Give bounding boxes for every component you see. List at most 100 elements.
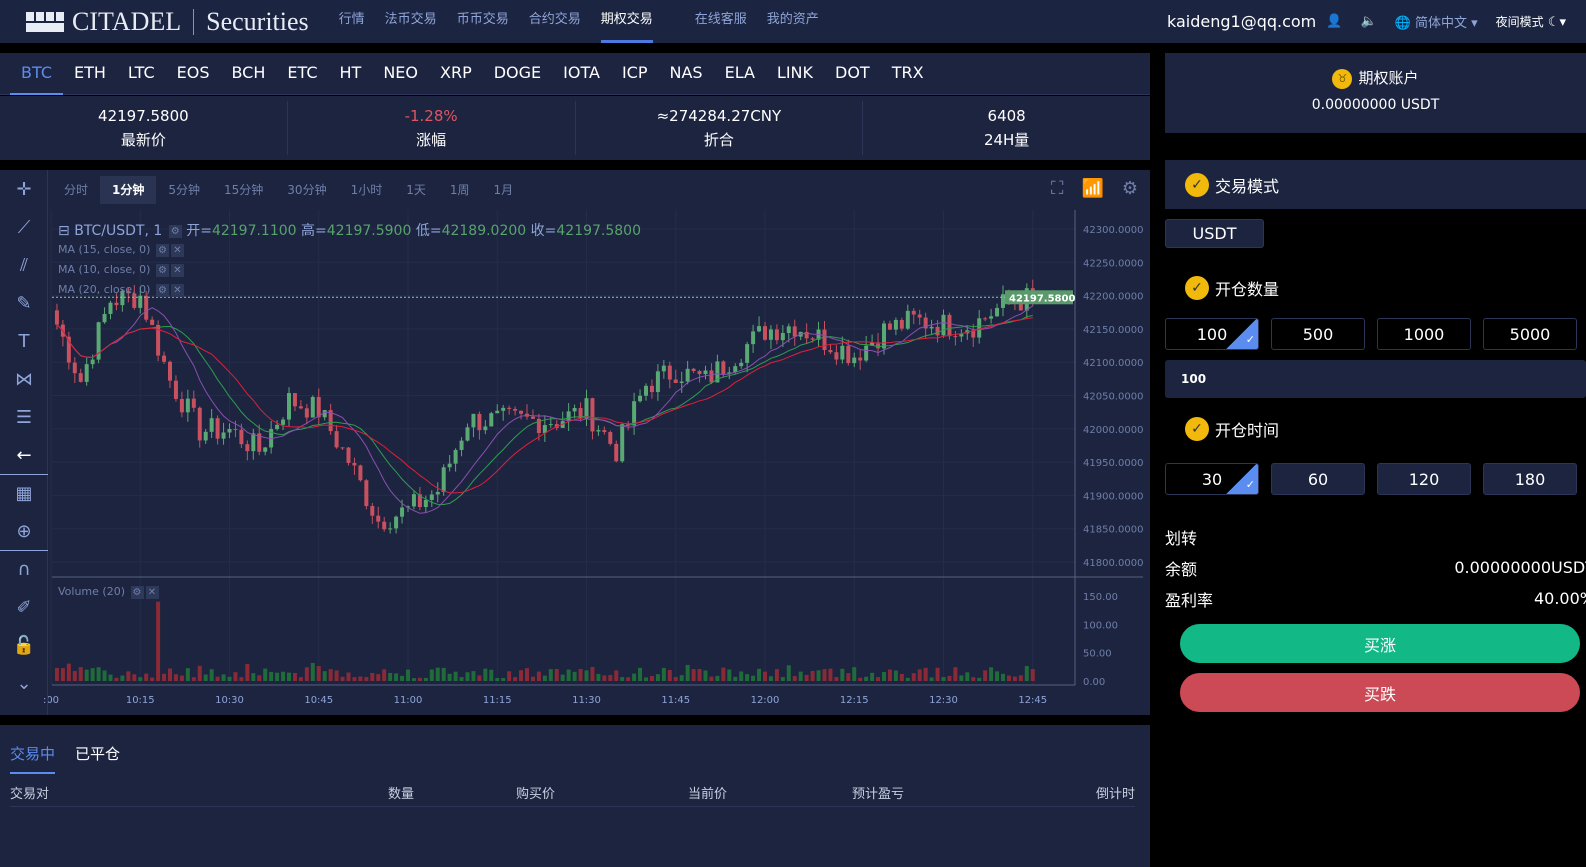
coin-tab-eth[interactable]: ETH	[73, 62, 106, 82]
coin-tab-bch[interactable]: BCH	[231, 62, 266, 82]
col-countdown: 倒计时	[1095, 787, 1135, 802]
pitchfork-icon[interactable]: ⫽	[19, 254, 29, 276]
timeframe-tab[interactable]: 1分钟	[100, 176, 157, 204]
time-option[interactable]: 30	[1165, 463, 1259, 495]
settings-icon[interactable]: ⚙	[168, 224, 182, 238]
coin-tab-icp[interactable]: ICP	[621, 62, 648, 82]
volume-bar	[352, 677, 357, 681]
candle-body	[322, 410, 327, 418]
coin-tab-eos[interactable]: EOS	[176, 62, 210, 82]
candlestick-chart[interactable]: 42300.0000 42250.0000 42200.0000 42150.0000…	[0, 170, 1150, 715]
timeframe-tab[interactable]: 15分钟	[224, 183, 264, 197]
qty-option[interactable]: 1000	[1377, 318, 1471, 350]
buy-down-button[interactable]: 买跌	[1180, 673, 1580, 712]
fullscreen-icon[interactable]: ⛶	[1050, 178, 1064, 199]
candle-body	[626, 424, 631, 426]
chart-area[interactable]: 42300.0000 42250.0000 42200.0000 42150.0000…	[0, 170, 1150, 715]
coin-tab-link[interactable]: LINK	[776, 62, 814, 82]
volume-bar	[584, 670, 589, 681]
nav-support[interactable]: 在线客服	[694, 12, 747, 27]
tab-open-orders[interactable]: 交易中	[10, 743, 56, 774]
volume-bar	[745, 674, 750, 681]
coin-tab-ela[interactable]: ELA	[724, 62, 755, 82]
sound-icon[interactable]: 🔈	[1360, 14, 1377, 29]
qty-input[interactable]: 100	[1165, 360, 1586, 398]
timeframe-tab[interactable]: 分时	[64, 183, 89, 197]
qty-option[interactable]: 100	[1165, 318, 1259, 350]
logo[interactable]: CITADEL Securities	[26, 7, 309, 37]
measure-icon[interactable]: ▦	[0, 474, 48, 512]
coin-tab-iota[interactable]: IOTA	[563, 62, 600, 82]
coin-tab-trx[interactable]: TRX	[891, 62, 924, 82]
col-buy-price: 购买价	[516, 787, 556, 802]
candle-body	[352, 462, 357, 466]
language-select[interactable]: 🌐 简体中文 ▾	[1394, 16, 1478, 31]
transfer-link[interactable]: 划转	[1165, 528, 1198, 548]
nav-market[interactable]: 行情	[338, 12, 365, 27]
user-email[interactable]: kaideng1@qq.com	[1166, 12, 1317, 31]
tab-closed-orders[interactable]: 已平仓	[75, 745, 121, 763]
timeframe-tab[interactable]: 1月	[493, 183, 514, 197]
volume-bar	[340, 676, 345, 681]
close-icon[interactable]: ✕	[145, 585, 159, 599]
text-icon[interactable]: T	[18, 330, 30, 352]
stat-last-price: 42197.5800 最新价	[0, 101, 288, 155]
fib-icon[interactable]: ☰	[15, 406, 33, 428]
coin-tab-dot[interactable]: DOT	[835, 62, 870, 82]
nav-assets[interactable]: 我的资产	[766, 12, 819, 27]
qty-option[interactable]: 500	[1271, 318, 1365, 350]
pattern-icon[interactable]: ⋈	[15, 368, 33, 390]
timeframe-tab[interactable]: 1天	[406, 183, 426, 197]
time-option[interactable]: 180	[1483, 463, 1577, 495]
crosshair-icon[interactable]: ✛	[16, 178, 32, 200]
timeframe-tab[interactable]: 5分钟	[168, 183, 201, 197]
qty-option[interactable]: 5000	[1483, 318, 1577, 350]
coin-tab-neo[interactable]: NEO	[383, 62, 418, 82]
settings-icon[interactable]: ⚙	[130, 585, 144, 599]
settings-icon[interactable]: ⚙	[155, 263, 169, 277]
settings-icon[interactable]: ⚙	[155, 283, 169, 297]
time-tick-label: 12:00	[751, 695, 780, 706]
buy-up-button[interactable]: 买涨	[1180, 624, 1580, 663]
time-option[interactable]: 120	[1377, 463, 1471, 495]
magnet-icon[interactable]: ∩	[0, 550, 48, 588]
time-option[interactable]: 60	[1271, 463, 1365, 495]
nav-fiat[interactable]: 法币交易	[384, 12, 437, 27]
zoom-in-icon[interactable]: ⊕	[16, 520, 32, 542]
user-icon[interactable]: 👤	[1326, 14, 1343, 29]
candle-body	[340, 447, 345, 449]
lock-icon[interactable]: 🔓	[12, 634, 36, 656]
coin-tab-btc[interactable]: BTC	[10, 53, 63, 95]
options-account: ♉ 期权账户 0.00000000 USDT	[1165, 53, 1586, 133]
candle-body	[810, 338, 815, 340]
volume-bar	[447, 673, 452, 681]
settings-icon[interactable]: ⚙	[155, 243, 169, 257]
arrow-left-icon[interactable]: ←	[16, 444, 32, 466]
timeframe-tab[interactable]: 30分钟	[287, 183, 327, 197]
coin-tab-nas[interactable]: NAS	[669, 62, 703, 82]
close-icon[interactable]: ✕	[170, 243, 184, 257]
trend-line-icon[interactable]: ⟋	[17, 216, 31, 238]
timeframe-tab[interactable]: 1周	[449, 183, 470, 197]
nav-spot[interactable]: 币币交易	[456, 12, 509, 27]
candle-body	[179, 398, 184, 413]
currency-usdt-button[interactable]: USDT	[1165, 219, 1264, 248]
nav-contract[interactable]: 合约交易	[528, 12, 581, 27]
coin-tab-xrp[interactable]: XRP	[440, 62, 472, 82]
lock-drawing-icon[interactable]: ✐	[16, 596, 32, 618]
coin-tab-etc[interactable]: ETC	[287, 62, 318, 82]
volume-bar	[632, 673, 637, 681]
chevron-down-icon[interactable]: ⌄	[16, 672, 32, 694]
coin-tab-doge[interactable]: DOGE	[493, 62, 542, 82]
close-icon[interactable]: ✕	[170, 283, 184, 297]
volume-bar	[840, 668, 845, 681]
settings-gear-icon[interactable]: ⚙	[1121, 178, 1138, 199]
indicators-icon[interactable]: 📶	[1081, 178, 1104, 199]
close-icon[interactable]: ✕	[170, 263, 184, 277]
coin-tab-ht[interactable]: HT	[339, 62, 362, 82]
brush-icon[interactable]: ✎	[16, 292, 32, 314]
nav-options[interactable]: 期权交易	[600, 0, 653, 43]
timeframe-tab[interactable]: 1小时	[350, 183, 383, 197]
coin-tab-ltc[interactable]: LTC	[127, 62, 155, 82]
night-mode-toggle[interactable]: 夜间模式 ☾▾	[1495, 15, 1566, 30]
